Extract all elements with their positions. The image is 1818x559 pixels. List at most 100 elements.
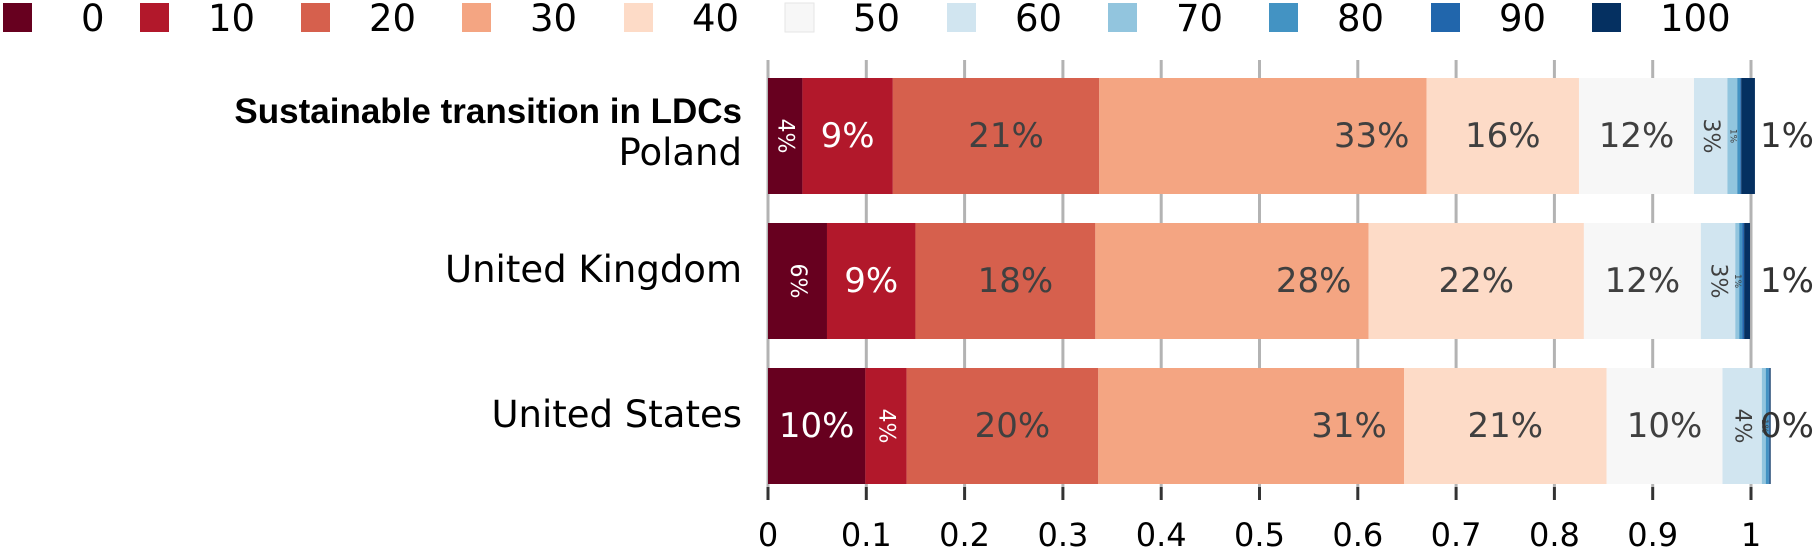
data-label-poland-0: 4% (773, 119, 798, 154)
bar-poland-70 (1727, 78, 1738, 194)
chart-title: Sustainable transition in LDCs (234, 92, 742, 131)
data-label-united-kingdom-10: 9% (844, 261, 898, 301)
bar-united-kingdom-90 (1742, 223, 1745, 339)
legend-label-10: 10 (208, 0, 255, 40)
legend-swatch-100 (1592, 3, 1621, 32)
bar-poland-0 (768, 78, 803, 194)
legend-label-50: 50 (853, 0, 900, 40)
x-tick-label-0: 0 (758, 516, 778, 554)
x-tick-label-0-9: 0.9 (1627, 516, 1678, 554)
legend: 0 10 20 30 40 50 60 70 80 90 100 (3, 0, 1731, 40)
data-label-poland-70: 1% (1727, 129, 1737, 144)
legend-label-70: 70 (1176, 0, 1223, 40)
x-tick-label-0-3: 0.3 (1037, 516, 1088, 554)
bar-poland-40 (1426, 78, 1579, 194)
bars (768, 78, 1771, 484)
legend-label-30: 30 (530, 0, 577, 40)
legend-swatch-70 (1108, 3, 1137, 32)
bar-united-kingdom-70 (1735, 223, 1740, 339)
legend-label-20: 20 (369, 0, 416, 40)
row-labels: Sustainable transition in LDCs Poland Uni… (234, 92, 742, 436)
data-label-united-kingdom-100: 1% (1760, 261, 1814, 301)
x-tick-label-0-7: 0.7 (1431, 516, 1482, 554)
x-tick-label-1: 1 (1741, 516, 1761, 554)
data-label-united-kingdom-70: 1% (1732, 274, 1742, 289)
bar-united-kingdom-40 (1368, 223, 1584, 339)
bar-united-kingdom-30 (1095, 223, 1369, 339)
data-label-poland-30: 33% (1334, 116, 1410, 156)
legend-swatch-40 (624, 3, 653, 32)
bar-poland-60 (1693, 78, 1728, 194)
legend-label-40: 40 (692, 0, 739, 40)
bar-united-kingdom-10 (826, 223, 916, 339)
legend-swatch-10 (140, 3, 169, 32)
bar-united-states-70 (1761, 368, 1766, 484)
bar-united-kingdom-100 (1744, 223, 1751, 339)
legend-label-90: 90 (1499, 0, 1546, 40)
legend-label-80: 80 (1337, 0, 1384, 40)
data-label-united-states-20: 20% (975, 406, 1051, 446)
legend-swatch-60 (947, 3, 976, 32)
data-label-poland-10: 9% (821, 116, 875, 156)
bar-poland-20 (892, 78, 1100, 194)
bar-united-states-100 (1769, 368, 1771, 484)
bar-united-kingdom-50 (1583, 223, 1701, 339)
data-label-united-states-30: 31% (1311, 406, 1387, 446)
bar-united-kingdom-0 (768, 223, 827, 339)
x-tick-label-0-6: 0.6 (1332, 516, 1383, 554)
data-label-united-kingdom-60: 3% (1706, 264, 1731, 299)
bar-united-states-30 (1098, 368, 1405, 484)
bar-poland-100 (1741, 78, 1755, 194)
row-label-poland: Poland (618, 131, 742, 174)
data-label-united-kingdom-40: 22% (1438, 261, 1514, 301)
bar-united-states-40 (1404, 368, 1607, 484)
data-label-united-kingdom-50: 12% (1605, 261, 1681, 301)
legend-swatch-20 (301, 3, 330, 32)
x-tick-label-0-2: 0.2 (939, 516, 990, 554)
bar-poland-90 (1740, 78, 1742, 194)
data-label-united-states-100: 0% (1760, 406, 1814, 446)
legend-swatch-80 (1269, 3, 1298, 32)
bar-poland-10 (802, 78, 893, 194)
bar-united-kingdom-80 (1739, 223, 1743, 339)
data-label-poland-50: 12% (1599, 116, 1675, 156)
row-label-united-states: United States (491, 393, 742, 436)
data-label-united-states-40: 21% (1467, 406, 1543, 446)
legend-label-0: 0 (81, 0, 105, 40)
bar-poland-80 (1737, 78, 1741, 194)
legend-label-60: 60 (1015, 0, 1062, 40)
legend-swatch-90 (1431, 3, 1460, 32)
bar-poland-30 (1099, 78, 1427, 194)
bar-united-states-20 (906, 368, 1099, 484)
data-labels: 4% 9% 21% 33% 16% 12% 3% 1% 1%6% 9% 18% 28% 22% 12% 3%… (773, 116, 1814, 446)
legend-label-100: 100 (1660, 0, 1731, 40)
x-tick-label-0-8: 0.8 (1529, 516, 1580, 554)
bar-united-kingdom-20 (915, 223, 1096, 339)
legend-swatch-0 (3, 3, 32, 32)
bar-united-states-10 (865, 368, 907, 484)
data-label-united-states-60: 4% (1730, 409, 1755, 444)
legend-swatch-30 (462, 3, 491, 32)
data-label-united-states-10: 4% (873, 409, 898, 444)
x-tick-label-0-5: 0.5 (1234, 516, 1285, 554)
data-label-united-kingdom-0: 6% (785, 264, 810, 299)
bar-united-states-90 (1768, 368, 1770, 484)
x-axis: 0 0.1 0.2 0.3 0.4 0.5 0.6 0.7 0.8 0.9 1 (758, 487, 1761, 554)
bar-united-states-0 (768, 368, 866, 484)
bar-united-states-50 (1606, 368, 1723, 484)
data-label-poland-40: 16% (1465, 116, 1541, 156)
legend-swatch-50 (784, 2, 815, 33)
row-label-united-kingdom: United Kingdom (445, 248, 742, 291)
bar-united-kingdom-60 (1700, 223, 1736, 339)
data-label-united-states-70: 1% (1759, 419, 1769, 434)
data-label-united-kingdom-20: 18% (978, 261, 1054, 301)
data-label-united-kingdom-30: 28% (1276, 261, 1352, 301)
x-tick-label-0-1: 0.1 (841, 516, 892, 554)
bar-united-states-80 (1765, 368, 1769, 484)
data-label-united-states-50: 10% (1627, 406, 1703, 446)
data-label-poland-100: 1% (1760, 116, 1814, 156)
x-tick-label-0-4: 0.4 (1136, 516, 1187, 554)
data-label-poland-20: 21% (968, 116, 1044, 156)
bar-poland-50 (1578, 78, 1694, 194)
